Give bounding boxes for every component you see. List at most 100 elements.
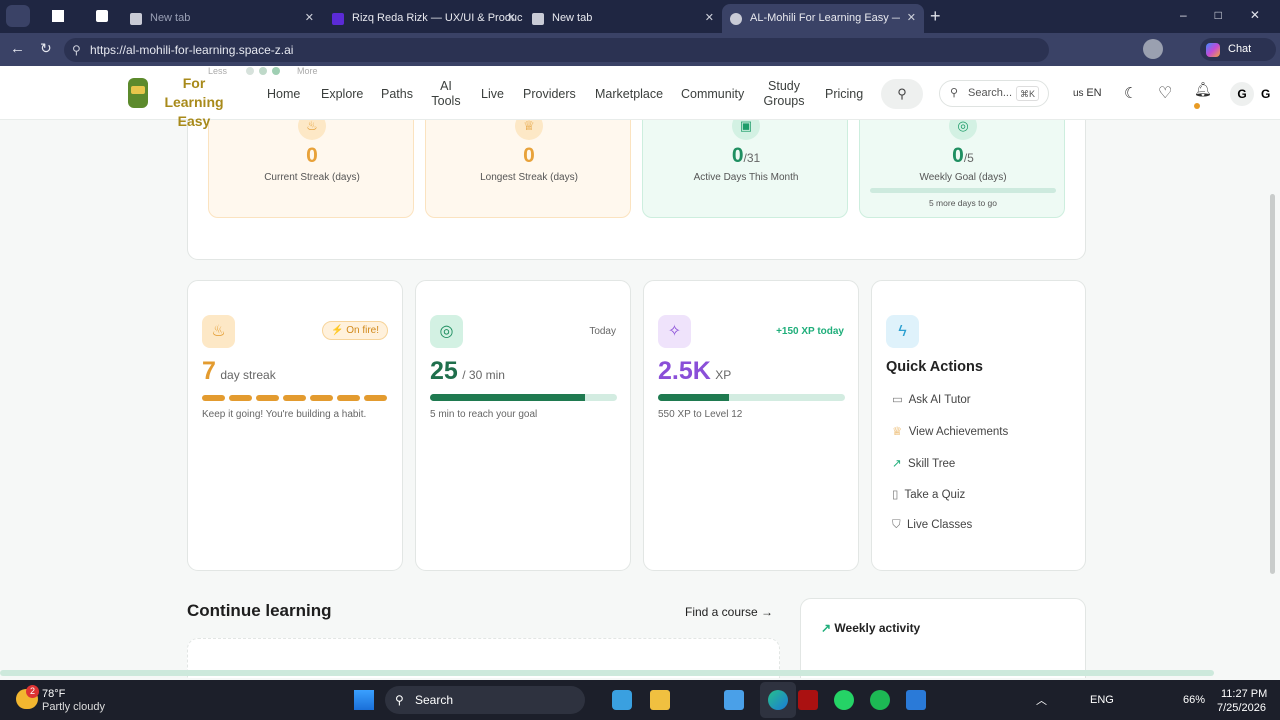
notifications[interactable]: 🔔︎ (1194, 81, 1212, 109)
quick-action[interactable]: ♕ View Achievements (892, 426, 1009, 438)
card-unit: day streak (220, 368, 276, 382)
clock-date[interactable]: 7/25/2026 (1217, 702, 1266, 714)
streak-dash (310, 395, 333, 401)
tab[interactable]: New tab ✕ (122, 4, 322, 33)
weekly-title: ↗ Weekly activity (821, 621, 921, 635)
pinned-tab[interactable] (52, 10, 64, 22)
stat-note: 5 more days to go (928, 198, 998, 208)
stat-label: Longest Streak (days) (480, 172, 578, 183)
app-icon-active[interactable] (760, 682, 796, 718)
streak-dash (202, 395, 225, 401)
streak-dash (283, 395, 306, 401)
tab[interactable]: Rizq Reda Rizk — UX/UI & Produc ✕ (324, 4, 524, 33)
site-header: Less More For Learning Easy Home Explore… (0, 66, 1280, 129)
avatar[interactable]: G (1230, 82, 1254, 106)
card-icon: ϟ (886, 315, 919, 348)
stat-value-row: 0/31 (643, 144, 849, 168)
nav-link[interactable]: Live (481, 87, 504, 101)
nav-link[interactable]: Study Groups (763, 79, 805, 108)
start-button[interactable] (354, 690, 374, 710)
new-tab[interactable]: + (930, 6, 941, 26)
brand[interactable]: For Learning Easy (154, 74, 234, 131)
shortcut: ⌘K (1016, 86, 1040, 101)
app-icon[interactable] (906, 690, 926, 710)
weather-badge: 2 (26, 685, 39, 698)
reload-button[interactable]: ↻ (40, 40, 52, 56)
nav-link[interactable]: AI Tools (431, 79, 461, 108)
xp-card: ✧ +150 XP today 2.5K XP 550 XP to Level … (643, 280, 859, 571)
tab[interactable]: New tab ✕ (524, 4, 722, 33)
legend-label: Less (208, 66, 228, 76)
nav-link[interactable]: Marketplace (595, 87, 664, 101)
pinned-tab[interactable] (96, 10, 108, 22)
stat-suffix: /31 (743, 151, 761, 165)
vertical-scrollbar[interactable] (1270, 194, 1275, 574)
nav-link[interactable]: Pricing (825, 87, 864, 101)
quick-action[interactable]: ▯ Take a Quiz (892, 489, 966, 501)
flag: us (1073, 88, 1084, 99)
find-course-link[interactable]: Find a course → (685, 605, 774, 619)
url: https://al-mohili-for-learning.space-z.a… (90, 43, 294, 57)
progress-track (430, 394, 617, 401)
weather: Partly cloudy (42, 701, 105, 713)
app-icon[interactable] (798, 690, 818, 710)
quick-actions-card: ϟ Quick Actions ▭ Ask AI Tutor ♕ View Ac… (871, 280, 1086, 571)
tray-overflow[interactable]: ︿ (1036, 695, 1047, 707)
stat-suffix: /5 (963, 151, 974, 165)
streak-dash (229, 395, 252, 401)
quick-action[interactable]: ⛉ Live Classes (892, 519, 973, 531)
url-field[interactable]: ⚲ https://al-mohili-for-learning.space-z.… (64, 38, 1049, 62)
quick-action[interactable]: ▭ Ask AI Tutor (892, 394, 971, 406)
app-icon[interactable] (834, 690, 854, 710)
app-icon[interactable] (724, 690, 744, 710)
section-title: Continue learning (187, 601, 332, 620)
app-icon[interactable] (870, 690, 890, 710)
input-language[interactable]: ENG (1090, 694, 1114, 706)
battery[interactable]: 66% (1183, 694, 1206, 706)
search-button[interactable]: ⚲ (881, 79, 923, 109)
badge: ⚡ On fire! (321, 321, 388, 340)
app-icon[interactable] (612, 690, 632, 710)
favorites[interactable]: ♡ (1158, 85, 1173, 102)
streak-dash (364, 395, 387, 401)
search-placeholder: Search... (968, 87, 1013, 99)
card-value: 25 (430, 357, 458, 385)
temperature: 78°F (42, 688, 66, 700)
logo[interactable] (128, 78, 148, 108)
window-controls[interactable]: –□✕ (1180, 8, 1280, 22)
taskbar-search[interactable]: ⚲ Search (385, 686, 585, 714)
card-value: 7 (202, 357, 216, 385)
theme-toggle[interactable]: ☾ (1124, 85, 1138, 102)
tab-title: AL-Mohili For Learning Easy — Ent (750, 12, 900, 24)
search-label: Search (415, 693, 454, 707)
language-switch[interactable]: us EN (1073, 87, 1102, 99)
nav-link[interactable]: Explore (321, 87, 364, 101)
profile[interactable] (1143, 39, 1163, 59)
search-box[interactable]: ⚲ Search... ⌘K (939, 80, 1049, 107)
card-title: Quick Actions (886, 359, 983, 375)
nav-link[interactable]: Providers (523, 87, 576, 101)
chat-button[interactable]: Chat (1200, 38, 1276, 61)
quick-action[interactable]: ↗ Skill Tree (892, 458, 956, 470)
nav-link[interactable]: Home (267, 87, 301, 101)
badge-text: +150 XP today (776, 326, 844, 337)
progress-bar (430, 394, 586, 401)
streak-dash (256, 395, 279, 401)
stat-label: Current Streak (days) (264, 172, 360, 183)
stat-label: Active Days This Month (693, 172, 799, 183)
value-row: 7 day streak (202, 357, 276, 386)
app-icon[interactable] (650, 690, 670, 710)
horizontal-scrollbar[interactable] (0, 670, 1214, 676)
streak-card: ♨ ⚡ On fire! 7 day streak Keep it going!… (187, 280, 403, 571)
card-note: 550 XP to Level 12 (658, 409, 743, 420)
nav-link[interactable]: Paths (381, 87, 413, 101)
streak-dashes (202, 395, 390, 401)
card-unit: / 30 min (462, 368, 505, 382)
tab-menu[interactable] (6, 5, 30, 27)
back-button[interactable]: ← (10, 40, 25, 57)
tab[interactable]: AL-Mohili For Learning Easy — Ent✕ (722, 4, 924, 33)
card-note: 5 min to reach your goal (430, 409, 538, 420)
clock-time[interactable]: 11:27 PM (1221, 688, 1268, 700)
nav-link[interactable]: Community (681, 87, 745, 101)
stat-label: Weekly Goal (days) (919, 172, 1007, 183)
